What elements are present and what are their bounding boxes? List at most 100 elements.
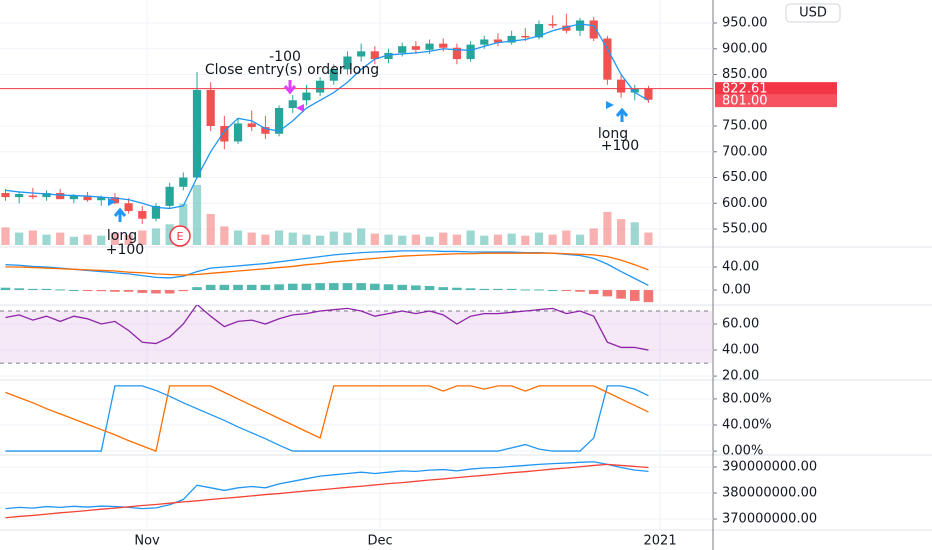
- volume-bar: [329, 231, 338, 245]
- candle-body: [548, 24, 557, 26]
- histogram-bar: [411, 285, 421, 291]
- candle-body: [316, 80, 325, 93]
- histogram-bar: [493, 288, 503, 291]
- y-tick-label: 40.00: [722, 260, 759, 275]
- y-tick-label: 80.00%: [722, 391, 772, 406]
- histogram-bar: [123, 290, 134, 292]
- volume-bar: [644, 232, 653, 245]
- candle-body: [630, 88, 639, 93]
- entry-arrow: [615, 107, 629, 122]
- candle-body: [425, 43, 434, 50]
- candle-body: [575, 20, 585, 31]
- candle-body: [616, 79, 626, 93]
- candle-body: [247, 123, 256, 128]
- histogram-bar: [424, 286, 435, 291]
- candle-body: [233, 123, 243, 142]
- histogram-bar: [575, 290, 585, 292]
- y-tick-label: 0.00%: [722, 444, 763, 459]
- histogram-bar: [397, 284, 407, 291]
- ma-line: [5, 23, 649, 210]
- marks: Nov Dec 2021 550.00 600.00 650.00 700.00 750.00…: [0, 0, 837, 549]
- volume-bar: [288, 232, 297, 245]
- volume-bar: [411, 234, 420, 245]
- volume-bar: [1, 227, 10, 245]
- indicator-line: [5, 461, 649, 510]
- histogram-bar: [151, 290, 161, 294]
- volume-bar: [28, 230, 37, 245]
- histogram-bar: [28, 288, 38, 291]
- y-tick-label: 950.00: [722, 16, 768, 31]
- volume-bar: [69, 236, 78, 245]
- volume-bar: [493, 234, 503, 245]
- x-tick-label: 2021: [644, 534, 677, 549]
- histogram-bar: [534, 289, 544, 291]
- volume-bar: [370, 233, 379, 245]
- candle-body: [124, 203, 133, 212]
- histogram-bar: [274, 284, 284, 291]
- volume-bar: [630, 222, 639, 245]
- histogram-bar: [69, 290, 79, 292]
- histogram-bar: [192, 287, 202, 291]
- annotation: -100: [269, 49, 301, 65]
- annotation: +100: [601, 138, 639, 154]
- histogram-bar: [246, 284, 257, 291]
- candle-body: [192, 89, 202, 178]
- candle-body: [302, 92, 311, 101]
- y-tick-label: 20.00: [722, 369, 759, 384]
- y-tick-label: 370000000.00: [722, 512, 817, 527]
- histogram-bar: [356, 283, 366, 291]
- volume-bar: [562, 230, 571, 245]
- histogram-bar: [205, 284, 216, 291]
- volume-bar: [97, 235, 106, 245]
- candle-body: [220, 126, 229, 142]
- volume-bar: [220, 226, 229, 245]
- volume-bar: [589, 228, 598, 245]
- pane-1: [0, 250, 654, 303]
- histogram-bar: [465, 288, 476, 291]
- candle-body: [562, 25, 571, 31]
- y-tick-label: 650.00: [722, 170, 768, 185]
- price-label: 801.00: [722, 94, 768, 109]
- volume-bar: [151, 228, 161, 245]
- candle-body: [644, 88, 653, 100]
- histogram-bar: [55, 289, 65, 291]
- histogram-bar: [233, 284, 243, 291]
- candle-body: [15, 194, 24, 198]
- entry-marker: [606, 101, 614, 109]
- y-tick-label: 40.00: [722, 343, 759, 358]
- candle-body: [1, 192, 10, 198]
- histogram-bar: [370, 283, 380, 291]
- candle-body: [56, 192, 65, 200]
- volume-bar: [575, 234, 585, 245]
- volume-bar: [233, 230, 243, 245]
- price-label-box: [715, 82, 837, 96]
- candle-body: [274, 108, 284, 134]
- histogram-bar: [41, 288, 52, 291]
- x-tick-label: Dec: [367, 534, 392, 549]
- candle-body: [398, 46, 407, 53]
- price-label: 822.61: [722, 82, 768, 97]
- volume-bar: [452, 234, 462, 245]
- histogram-bar: [260, 284, 271, 291]
- histogram-bar: [479, 288, 490, 291]
- y-tick-label: 380000000.00: [722, 486, 817, 501]
- earnings-marker[interactable]: [169, 225, 191, 247]
- volume-bar: [124, 234, 133, 245]
- earnings-label[interactable]: E: [177, 230, 184, 243]
- histogram-bar: [383, 284, 394, 291]
- candle-body: [69, 195, 78, 200]
- candle-body: [480, 39, 489, 45]
- histogram-bar: [287, 283, 298, 291]
- volume-bar: [110, 232, 120, 245]
- candle-body: [261, 127, 270, 134]
- candle-body: [97, 197, 106, 201]
- x-tick-label: Nov: [134, 534, 160, 549]
- volume-bar: [138, 230, 147, 245]
- pane-0: [1, 13, 653, 245]
- entry-marker: [108, 198, 116, 206]
- exit-arrow: [283, 80, 297, 95]
- histogram-bar: [110, 290, 120, 292]
- y-tick-label: 550.00: [722, 222, 768, 237]
- candle-body: [507, 35, 516, 43]
